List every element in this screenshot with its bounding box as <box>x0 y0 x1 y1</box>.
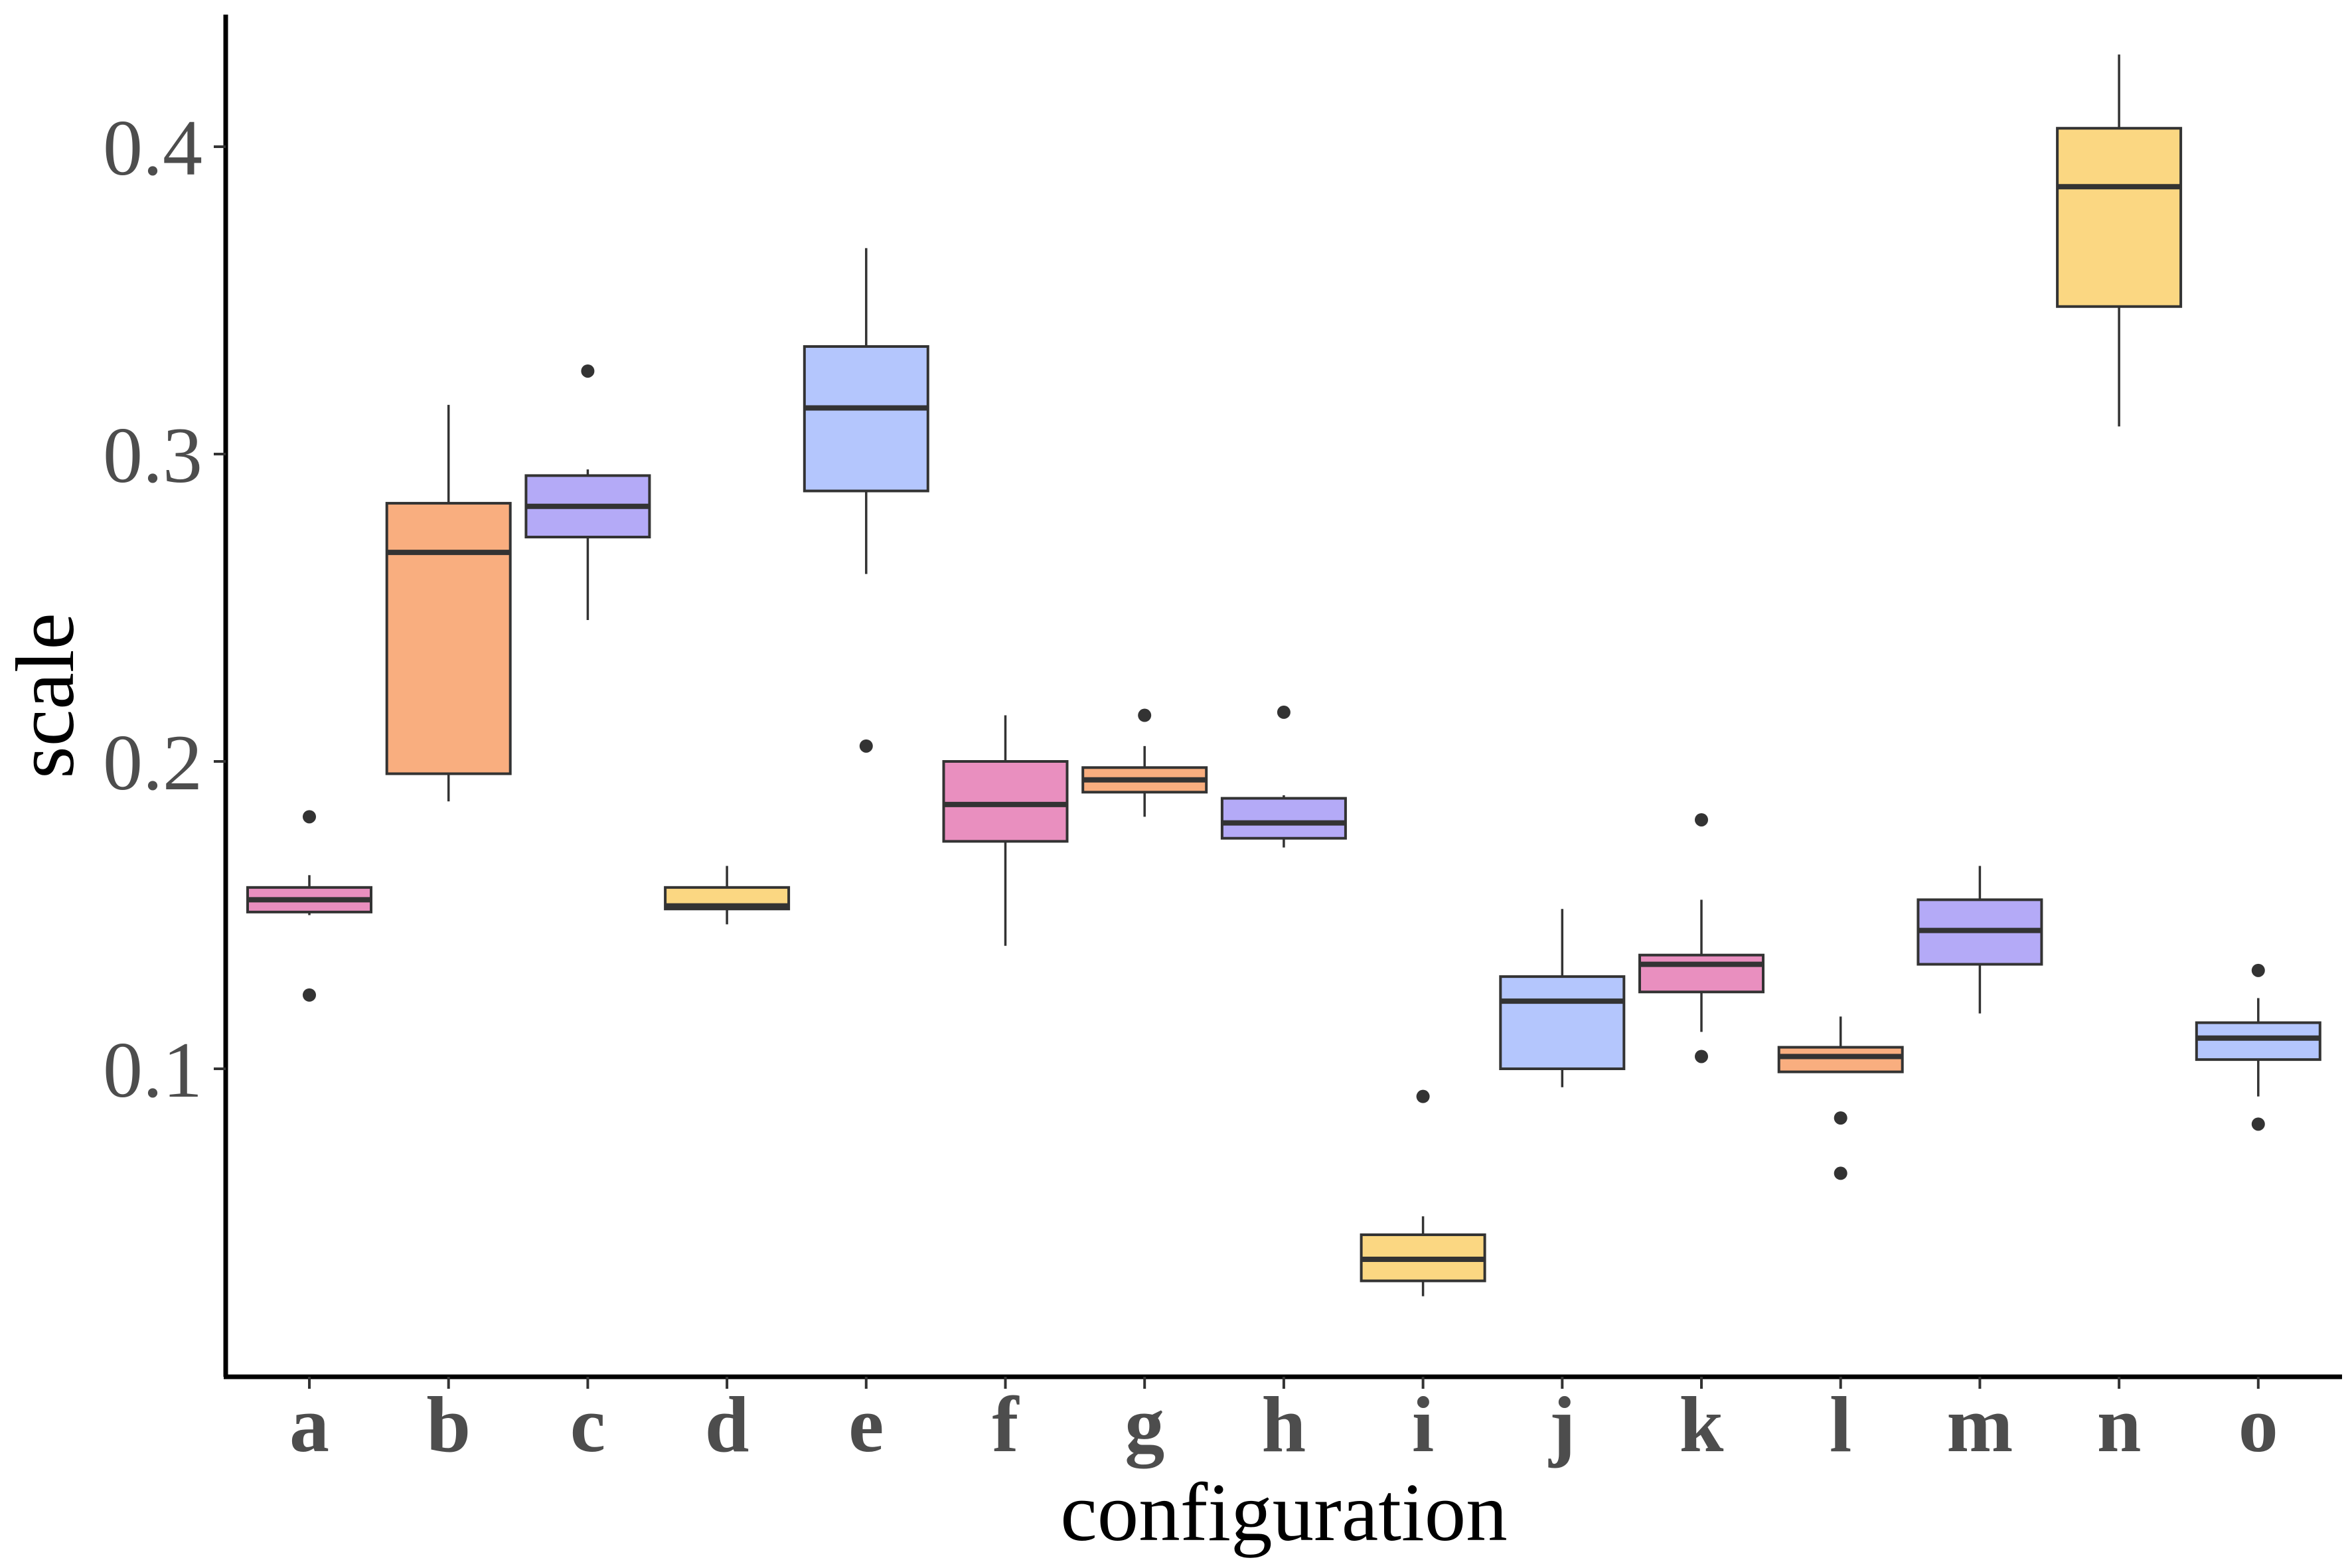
outlier-point <box>859 739 873 753</box>
x-tick-label: n <box>2097 1380 2142 1468</box>
x-tick-label: i <box>1412 1380 1434 1468</box>
outlier-point <box>1416 1089 1430 1103</box>
plot-area <box>246 54 2321 1296</box>
box-j <box>1499 909 1626 1087</box>
box-f <box>942 715 1069 946</box>
box-l <box>1777 1016 1904 1180</box>
x-tick-label: f <box>992 1380 1020 1468</box>
x-tick-label: j <box>1548 1380 1575 1468</box>
box-iqr <box>942 760 1069 843</box>
y-tick-label: 0.3 <box>103 411 202 499</box>
box-k <box>1638 813 1764 1063</box>
y-axis-title: scale <box>0 613 92 779</box>
box-e <box>803 248 929 753</box>
box-g <box>1081 708 1208 817</box>
outlier-point <box>1695 1050 1708 1063</box>
outlier-point <box>1138 708 1152 722</box>
box-iqr <box>1499 975 1626 1070</box>
x-tick-label: o <box>2238 1380 2278 1468</box>
x-tick-label: a <box>289 1380 329 1468</box>
box-h <box>1220 705 1347 848</box>
box-i <box>1360 1089 1486 1296</box>
box-iqr <box>1638 953 1764 994</box>
x-tick-label: e <box>848 1380 884 1468</box>
outlier-point <box>2251 1117 2265 1131</box>
box-iqr <box>1220 797 1347 840</box>
x-tick-label: m <box>1946 1380 2013 1468</box>
x-tick-label: g <box>1125 1380 1164 1469</box>
box-d <box>664 866 791 925</box>
box-iqr <box>803 345 929 493</box>
x-axis-title: configuration <box>1060 1467 1507 1559</box>
outlier-point <box>1695 813 1708 826</box>
y-tick-label: 0.4 <box>103 104 202 192</box>
y-tick-label: 0.2 <box>103 718 202 807</box>
y-axis-ticks: 0.1 0.2 0.3 0.4 <box>103 104 226 1114</box>
x-tick-label: l <box>1830 1380 1851 1468</box>
box-c <box>524 364 651 621</box>
box-m <box>1917 866 2043 1014</box>
x-tick-label: k <box>1680 1380 1724 1468</box>
box-a <box>246 810 372 1002</box>
box-n <box>2056 54 2183 427</box>
box-iqr <box>1777 1046 1904 1073</box>
outlier-point <box>2251 963 2265 977</box>
x-tick-label: c <box>570 1380 605 1468</box>
outlier-point <box>303 988 316 1002</box>
y-tick-label: 0.1 <box>103 1026 202 1114</box>
x-tick-label: b <box>426 1380 471 1468</box>
outlier-point <box>303 810 316 824</box>
box-o <box>2195 963 2321 1131</box>
outlier-point <box>1277 705 1291 719</box>
outlier-point <box>1834 1111 1847 1125</box>
outlier-point <box>581 364 595 378</box>
box-iqr <box>2195 1021 2321 1061</box>
box-b <box>385 404 512 802</box>
outlier-point <box>1834 1166 1847 1180</box>
box-iqr <box>385 502 512 775</box>
x-tick-label: d <box>705 1380 749 1468</box>
x-tick-label: h <box>1262 1380 1306 1468</box>
box-iqr <box>2056 127 2183 308</box>
